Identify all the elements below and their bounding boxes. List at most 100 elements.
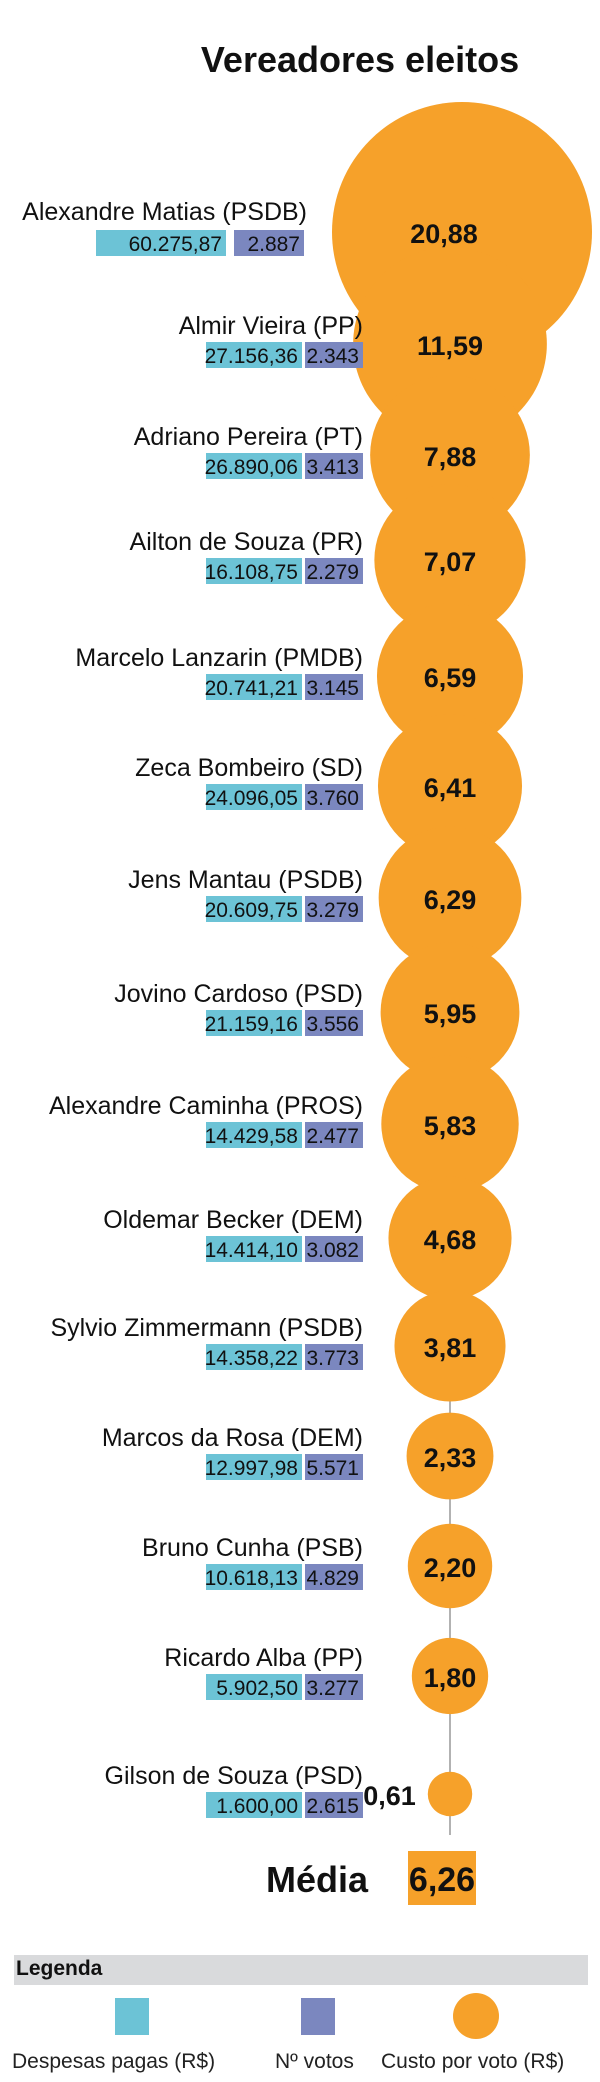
custo-bubble-13 <box>411 1637 489 1715</box>
despesas-bar-5 <box>206 784 302 810</box>
votos-value-0: 2.887 <box>247 233 300 256</box>
votos-value-2: 3.413 <box>306 456 359 479</box>
custo-bubble-11 <box>406 1412 494 1500</box>
candidate-name-11: Marcos da Rosa (DEM) <box>102 1424 363 1452</box>
custo-label-6: 6,29 <box>424 885 477 915</box>
despesas-bar-0 <box>96 230 226 256</box>
custo-bubble-5 <box>377 713 523 859</box>
despesas-value-14: 1.600,00 <box>216 1795 298 1818</box>
votos-bar-2 <box>305 453 363 479</box>
candidate-name-12: Bruno Cunha (PSB) <box>142 1534 363 1562</box>
votos-bar-10 <box>305 1344 363 1370</box>
votos-bar-6 <box>305 896 363 922</box>
custo-bubble-8 <box>381 1055 519 1193</box>
custo-label-12: 2,20 <box>424 1553 477 1583</box>
despesas-value-5: 24.096,05 <box>205 787 298 810</box>
legend-custo-label: Custo por voto (R$) <box>381 2050 565 2073</box>
legend-despesas-label: Despesas pagas (R$) <box>12 2050 216 2073</box>
candidate-name-2: Adriano Pereira (PT) <box>134 423 363 451</box>
despesas-bar-6 <box>206 896 302 922</box>
despesas-value-6: 20.609,75 <box>205 899 298 922</box>
votos-value-8: 2.477 <box>306 1125 359 1148</box>
custo-bubble-3 <box>374 484 526 636</box>
despesas-bar-7 <box>206 1010 302 1036</box>
despesas-value-10: 14.358,22 <box>205 1347 298 1370</box>
legend-header-bar <box>14 1955 588 1985</box>
votos-value-10: 3.773 <box>306 1347 359 1370</box>
votos-bar-4 <box>305 674 363 700</box>
despesas-value-0: 60.275,87 <box>129 233 222 256</box>
candidate-name-6: Jens Mantau (PSDB) <box>128 866 363 894</box>
custo-label-2: 7,88 <box>424 442 477 472</box>
votos-value-5: 3.760 <box>306 787 359 810</box>
candidate-name-5: Zeca Bombeiro (SD) <box>135 754 363 782</box>
custo-bubble-2 <box>370 375 530 535</box>
custo-label-10: 3,81 <box>424 1333 477 1363</box>
votos-value-7: 3.556 <box>306 1013 359 1036</box>
despesas-bar-3 <box>206 558 302 584</box>
despesas-value-8: 14.429,58 <box>205 1125 298 1148</box>
custo-label-0: 20,88 <box>410 219 478 249</box>
votos-bar-11 <box>305 1454 363 1480</box>
custo-label-11: 2,33 <box>424 1443 477 1473</box>
chart-title: Vereadores eleitos <box>201 39 519 80</box>
despesas-bar-9 <box>206 1236 302 1262</box>
custo-label-5: 6,41 <box>424 773 477 803</box>
votos-bar-5 <box>305 784 363 810</box>
despesas-value-13: 5.902,50 <box>216 1677 298 1700</box>
custo-label-13: 1,80 <box>424 1663 477 1693</box>
custo-label-1: 11,59 <box>417 331 483 361</box>
votos-bar-13 <box>305 1674 363 1700</box>
votos-bar-7 <box>305 1010 363 1036</box>
despesas-bar-11 <box>206 1454 302 1480</box>
votos-value-9: 3.082 <box>306 1239 359 1262</box>
custo-label-14: 0,61 <box>363 1781 416 1811</box>
custo-bubble-6 <box>378 826 522 970</box>
votos-bar-8 <box>305 1122 363 1148</box>
candidate-name-3: Ailton de Souza (PR) <box>130 528 363 556</box>
candidate-name-9: Oldemar Becker (DEM) <box>103 1206 363 1234</box>
custo-bubble-9 <box>388 1176 512 1300</box>
custo-label-3: 7,07 <box>424 547 477 577</box>
custo-bubble-10 <box>394 1290 506 1402</box>
custo-label-9: 4,68 <box>424 1225 477 1255</box>
votos-value-1: 2.343 <box>306 345 359 368</box>
custo-bubble-12 <box>407 1523 493 1609</box>
despesas-bar-1 <box>206 342 302 368</box>
votos-value-12: 4.829 <box>306 1567 359 1590</box>
media-box <box>408 1851 476 1905</box>
votos-bar-9 <box>305 1236 363 1262</box>
despesas-bar-12 <box>206 1564 302 1590</box>
legend-votos-swatch <box>301 1998 335 2035</box>
legend-title: Legenda <box>16 1957 103 1980</box>
despesas-bar-10 <box>206 1344 302 1370</box>
legend-custo-circle <box>453 1993 499 2039</box>
votos-value-3: 2.279 <box>306 561 359 584</box>
despesas-bar-4 <box>206 674 302 700</box>
custo-bubble-14 <box>427 1771 473 1817</box>
legend-votos-label: Nº votos <box>275 2050 354 2073</box>
despesas-bar-2 <box>206 453 302 479</box>
candidate-name-4: Marcelo Lanzarin (PMDB) <box>75 644 363 672</box>
despesas-value-7: 21.159,16 <box>205 1013 298 1036</box>
despesas-bar-13 <box>206 1674 302 1700</box>
despesas-value-3: 16.108,75 <box>205 561 298 584</box>
despesas-value-9: 14.414,10 <box>205 1239 298 1262</box>
despesas-value-11: 12.997,98 <box>205 1457 298 1480</box>
candidate-name-10: Sylvio Zimmermann (PSDB) <box>50 1314 363 1342</box>
custo-label-8: 5,83 <box>424 1111 477 1141</box>
legend-despesas-swatch <box>115 1998 149 2035</box>
candidate-name-13: Ricardo Alba (PP) <box>164 1644 363 1672</box>
despesas-value-1: 27.156,36 <box>205 345 298 368</box>
despesas-value-12: 10.618,13 <box>205 1567 298 1590</box>
custo-bubble-4 <box>376 602 524 750</box>
votos-bar-1 <box>305 342 363 368</box>
despesas-value-4: 20.741,21 <box>205 677 298 700</box>
candidate-name-1: Almir Vieira (PP) <box>179 312 363 340</box>
media-value: 6,26 <box>409 1861 475 1899</box>
votos-value-11: 5.571 <box>306 1457 359 1480</box>
candidate-name-7: Jovino Cardoso (PSD) <box>114 980 363 1008</box>
votos-bar-3 <box>305 558 363 584</box>
bubble-chart: Vereadores eleitos Alexandre Matias (PSDB… <box>22 39 592 1905</box>
votos-bar-0 <box>234 230 304 256</box>
